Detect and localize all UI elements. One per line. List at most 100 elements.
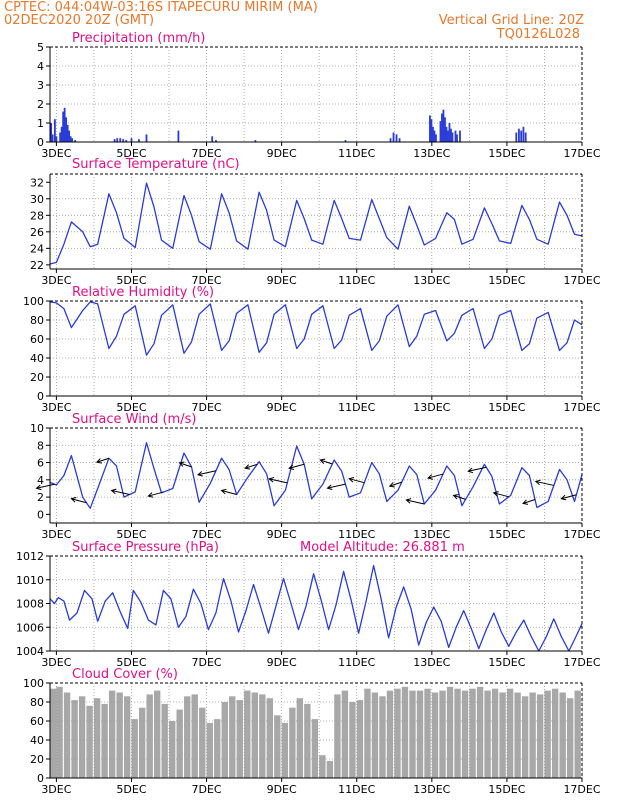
x-tick-label: 5DEC bbox=[116, 783, 146, 796]
x-tick-label: 3DEC bbox=[41, 656, 71, 669]
y-tick-label: 26 bbox=[30, 226, 44, 239]
x-tick-label: 9DEC bbox=[267, 783, 297, 796]
cloud-bar bbox=[349, 702, 356, 778]
precip-bar bbox=[74, 140, 77, 142]
wind-arrow-shaft bbox=[535, 480, 554, 486]
station-info: CPTEC: 044:04W-03:16S ITAPECURU MIRIM (M… bbox=[4, 0, 318, 15]
precip-bar bbox=[441, 113, 443, 142]
x-tick-label: 15DEC bbox=[488, 528, 525, 541]
precip-bar bbox=[515, 132, 518, 142]
wind-arrow-head bbox=[348, 477, 355, 483]
panel-title: Cloud Cover (%) bbox=[72, 667, 178, 682]
y-tick-label: 80 bbox=[30, 314, 44, 327]
run-date: 02DEC2020 20Z (GMT) bbox=[4, 13, 155, 28]
cloud-bar bbox=[311, 719, 319, 778]
panel-title: Surface Wind (m/s) bbox=[72, 412, 196, 427]
x-tick-label: 17DEC bbox=[563, 147, 600, 160]
x-tick-label: 11DEC bbox=[338, 274, 375, 287]
precip-bar bbox=[450, 128, 452, 142]
chart-header: CPTEC: 044:04W-03:16S ITAPECURU MIRIM (M… bbox=[0, 0, 618, 46]
cloud-bar bbox=[491, 688, 499, 778]
cloud-bar bbox=[259, 694, 266, 778]
cloud-bar bbox=[461, 690, 469, 778]
wind-arrow-head bbox=[467, 467, 474, 474]
cloud-bar bbox=[296, 698, 304, 778]
x-tick-label: 11DEC bbox=[338, 147, 375, 160]
cloud-bar bbox=[153, 690, 161, 778]
precip-bar bbox=[395, 134, 398, 142]
y-tick-label: 1012 bbox=[16, 550, 44, 563]
y-tick-label: 40 bbox=[30, 734, 44, 747]
cloud-bar bbox=[334, 694, 341, 778]
x-tick-label: 5DEC bbox=[116, 401, 146, 414]
wind-arrow-shaft bbox=[148, 491, 164, 497]
wind-arrow-head bbox=[560, 494, 567, 501]
y-tick-label: 3 bbox=[37, 79, 44, 92]
x-tick-label: 17DEC bbox=[563, 528, 600, 541]
precip-bar bbox=[122, 139, 125, 142]
wind-arrow-shaft bbox=[406, 499, 425, 505]
cloud-bar bbox=[386, 690, 394, 778]
cloud-bar bbox=[454, 688, 461, 778]
x-tick-label: 13DEC bbox=[413, 656, 450, 669]
x-tick-label: 13DEC bbox=[413, 401, 450, 414]
wind-arrow-shaft bbox=[453, 494, 466, 500]
cloud-bar bbox=[236, 700, 243, 778]
precip-bar bbox=[138, 139, 140, 142]
wind-arrow-head bbox=[452, 494, 459, 500]
cloud-bar bbox=[371, 692, 379, 778]
cloud-bar bbox=[199, 707, 206, 778]
x-tick-label: 5DEC bbox=[116, 656, 146, 669]
x-tick-label: 3DEC bbox=[41, 274, 71, 287]
wind-arrow-shaft bbox=[289, 463, 305, 469]
wind-arrow-shaft bbox=[349, 478, 365, 484]
cloud-bar bbox=[146, 694, 153, 778]
precip-bar bbox=[439, 121, 442, 142]
series-line bbox=[49, 301, 583, 356]
panel-title: Relative Humidity (%) bbox=[72, 285, 214, 300]
x-tick-label: 13DEC bbox=[413, 528, 450, 541]
y-tick-label: 20 bbox=[30, 753, 44, 766]
cloud-bar bbox=[86, 705, 93, 778]
cloud-bar bbox=[176, 709, 183, 778]
cloud-bar bbox=[244, 690, 251, 778]
cloud-bar bbox=[364, 688, 371, 778]
precip-bar bbox=[392, 132, 395, 142]
x-tick-label: 7DEC bbox=[192, 783, 222, 796]
panel-2: Surface Temperature (nC) 22 24 26 28 30 32 3DEC… bbox=[30, 157, 601, 287]
precip-bar bbox=[522, 126, 525, 142]
y-tick-label: 100 bbox=[23, 677, 44, 690]
y-tick-label: 4 bbox=[37, 60, 44, 73]
series-line bbox=[49, 442, 583, 509]
wind-arrow-head bbox=[35, 484, 42, 491]
wind-arrow-shaft bbox=[493, 492, 509, 498]
panel-title: Precipitation (mm/h) bbox=[72, 31, 205, 46]
x-tick-label: 15DEC bbox=[488, 783, 525, 796]
precip-bar bbox=[119, 138, 122, 142]
cloud-bar bbox=[108, 690, 116, 778]
precip-bar bbox=[66, 124, 69, 142]
y-tick-label: 60 bbox=[30, 715, 44, 728]
wind-arrow-shaft bbox=[36, 483, 55, 489]
precip-bar bbox=[459, 130, 461, 142]
precip-bar bbox=[130, 138, 133, 142]
precip-bar bbox=[59, 132, 62, 142]
y-tick-label: 10 bbox=[30, 422, 44, 435]
cloud-bar bbox=[319, 755, 326, 778]
panel-6: Cloud Cover (%) 0 20 40 60 80 100 3DEC 5DEC 7DEC 9… bbox=[23, 667, 601, 796]
precip-bar bbox=[116, 138, 119, 142]
x-tick-label: 13DEC bbox=[413, 783, 450, 796]
x-tick-label: 3DEC bbox=[41, 783, 71, 796]
precip-bar bbox=[451, 132, 454, 142]
cloud-bar bbox=[536, 694, 544, 778]
cloud-bar bbox=[289, 707, 296, 778]
panel-5: Surface Pressure (hPa) Model Altitude: 26… bbox=[16, 540, 601, 669]
y-tick-label: 60 bbox=[30, 333, 44, 346]
wind-arrow-shaft bbox=[71, 498, 87, 504]
run-code: TQ0126L028 bbox=[496, 27, 580, 42]
precip-bar bbox=[389, 138, 392, 142]
y-tick-label: 1010 bbox=[16, 574, 44, 587]
panel-3: Relative Humidity (%) 0 20 40 60 80 100 3DEC 5DE… bbox=[23, 285, 601, 414]
cloud-bar bbox=[514, 692, 521, 778]
cloud-bar bbox=[379, 696, 386, 778]
